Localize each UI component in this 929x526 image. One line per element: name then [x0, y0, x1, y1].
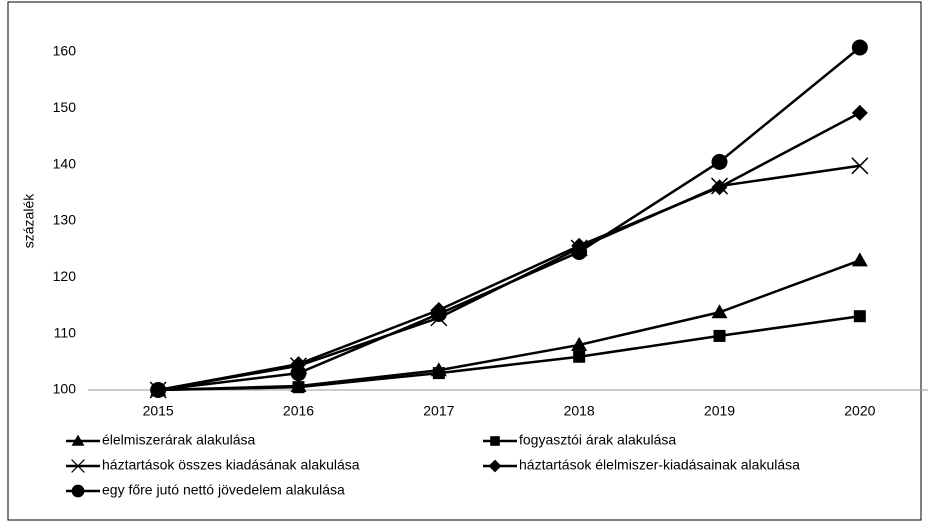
- marker-circle: [430, 305, 447, 322]
- marker-square: [713, 329, 726, 342]
- marker-circle: [851, 39, 868, 56]
- series-line: [158, 46, 861, 392]
- series-line: [158, 314, 861, 392]
- marker-diamond: [851, 104, 868, 121]
- marker-triangle: [851, 252, 868, 267]
- x-tick-label: 2019: [704, 403, 735, 419]
- legend-label: fogyasztói árak alakulása: [519, 432, 676, 448]
- marker-triangle: [571, 336, 588, 351]
- marker-square: [490, 436, 500, 446]
- legend-label: háztartások élelmiszer-kiadásainak alaku…: [519, 457, 800, 473]
- x-tick-label: 2020: [844, 403, 875, 419]
- x-tick-label: 2017: [423, 403, 454, 419]
- marker-x: [71, 459, 85, 473]
- marker-triangle: [711, 304, 728, 319]
- y-tick-label: 100: [53, 381, 77, 397]
- y-tick-label: 130: [53, 212, 77, 228]
- y-tick-label: 160: [53, 43, 77, 59]
- legend-label: háztartások összes kiadásának alakulása: [102, 457, 360, 473]
- series-line: [157, 111, 861, 392]
- marker-circle: [571, 243, 588, 260]
- marker-square: [853, 310, 866, 323]
- marker-square: [292, 381, 305, 394]
- marker-circle: [711, 153, 728, 170]
- legend-label: egy főre jutó nettó jövedelem alakulása: [102, 482, 345, 498]
- y-tick-label: 140: [53, 155, 77, 171]
- y-tick-label: 120: [53, 268, 77, 284]
- marker-square: [432, 367, 445, 380]
- y-tick-label: 110: [54, 324, 77, 340]
- marker-diamond: [711, 179, 728, 196]
- y-axis-label: százalék: [21, 193, 37, 248]
- marker-x: [851, 157, 869, 175]
- x-tick-label: 2015: [143, 403, 174, 419]
- marker-circle: [290, 365, 307, 382]
- x-tick-label: 2018: [564, 403, 595, 419]
- y-tick-label: 150: [53, 99, 77, 115]
- marker-circle: [150, 382, 167, 398]
- x-tick-label: 2016: [283, 403, 314, 419]
- chart-frame: [7, 1, 922, 521]
- marker-square: [573, 350, 586, 363]
- marker-circle: [71, 484, 85, 498]
- legend-label: élelmiszerárak alakulása: [102, 432, 256, 448]
- marker-triangle: [71, 434, 85, 446]
